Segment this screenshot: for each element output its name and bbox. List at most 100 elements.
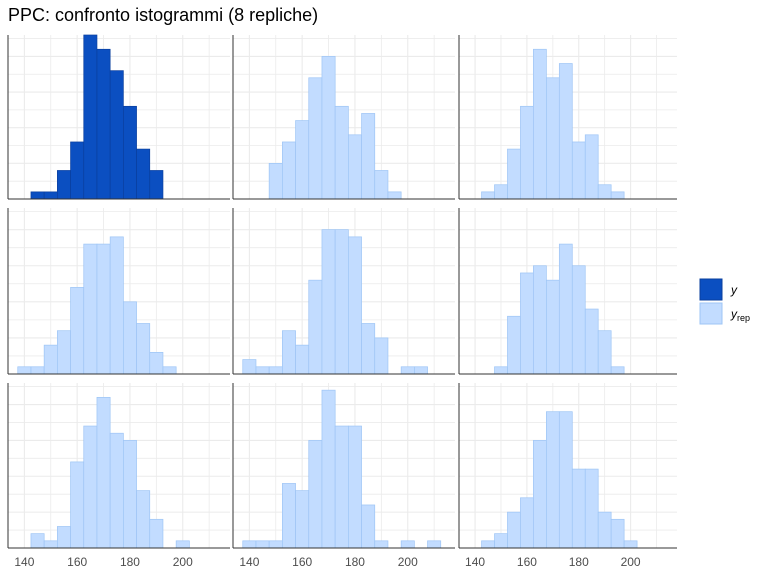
- histogram-bar: [558, 63, 573, 200]
- histogram-bar: [584, 134, 599, 200]
- histogram-bar: [17, 366, 32, 375]
- histogram-bar: [597, 330, 612, 375]
- panel-6: [458, 208, 677, 375]
- histogram-bar: [321, 56, 336, 200]
- histogram-bar: [30, 191, 45, 200]
- histogram-bar: [175, 540, 190, 549]
- histogram-bar: [546, 77, 560, 200]
- chart-title: PPC: confronto istogrammi (8 repliche): [8, 5, 319, 25]
- histogram-bar: [83, 243, 98, 375]
- histogram-bar: [571, 265, 586, 375]
- legend-label-yrep-sub: rep: [737, 313, 750, 323]
- legend-swatch-yrep: [699, 302, 723, 325]
- x-tick-label: 200: [398, 555, 418, 569]
- histogram-bar: [57, 330, 71, 375]
- histogram-bar: [481, 191, 495, 200]
- panel-4: [7, 208, 230, 375]
- histogram-bar: [348, 425, 362, 549]
- legend-label-yrep: yrep: [730, 307, 750, 323]
- x-tick-label: 200: [621, 555, 641, 569]
- legend-label-y: y: [730, 283, 738, 297]
- histogram-bar: [308, 279, 323, 375]
- histogram-bar: [96, 396, 111, 549]
- histogram-bar: [268, 540, 283, 549]
- x-tick-label: 180: [345, 555, 365, 569]
- histogram-bar: [374, 170, 389, 200]
- x-tick-label: 140: [465, 555, 485, 569]
- x-tick-label: 160: [292, 555, 312, 569]
- histogram-bar: [481, 540, 495, 549]
- x-tick-label: 160: [517, 555, 537, 569]
- histogram-bar: [334, 425, 349, 549]
- histogram-bar: [571, 468, 586, 549]
- panel-2: [232, 35, 455, 200]
- legend: y yrep: [699, 278, 750, 325]
- panels: 140 160 180 200 140 160 180 200 140 160 180 200: [7, 34, 677, 569]
- panel-1: [7, 34, 230, 200]
- histogram-bar: [507, 148, 521, 200]
- histogram-bar: [255, 540, 270, 549]
- histogram-bar: [295, 490, 310, 549]
- histogram-bar: [162, 366, 177, 375]
- histogram-bar: [149, 518, 164, 549]
- histogram-bar: [387, 191, 402, 200]
- histogram-bar: [109, 236, 124, 375]
- histogram-bar: [96, 48, 111, 200]
- histogram-bar: [282, 483, 296, 549]
- histogram-bar: [70, 287, 85, 375]
- histogram-bar: [571, 141, 586, 200]
- panel-5: [232, 208, 455, 375]
- panel-3: [458, 35, 677, 200]
- histogram-bar: [494, 184, 508, 200]
- panel-8: 140 160 180 200: [232, 383, 455, 569]
- histogram-bar: [361, 113, 376, 200]
- histogram-bar: [374, 540, 389, 549]
- histogram-bar: [361, 323, 376, 375]
- histogram-bar: [533, 440, 547, 549]
- histogram-bar: [520, 272, 534, 375]
- histogram-bar: [321, 389, 336, 549]
- histogram-bar: [623, 540, 638, 549]
- histogram-bar: [295, 120, 310, 200]
- histogram-bar: [494, 533, 508, 549]
- histogram-bar: [282, 141, 296, 200]
- histogram-bar: [268, 366, 283, 375]
- panel-7: 140 160 180 200: [7, 383, 230, 569]
- histogram-bar: [242, 359, 257, 375]
- histogram-bar: [558, 243, 573, 375]
- histogram-bar: [361, 504, 376, 549]
- panel-9: 140 160 180 200: [458, 383, 677, 569]
- histogram-bar: [334, 105, 349, 200]
- histogram-bar: [96, 243, 111, 375]
- histogram-bar: [558, 411, 573, 549]
- x-tick-label: 160: [67, 555, 87, 569]
- histogram-bar: [70, 141, 85, 200]
- histogram-bar: [334, 229, 349, 375]
- histogram-bar: [30, 366, 45, 375]
- histogram-bar: [136, 148, 151, 200]
- histogram-bar: [57, 526, 71, 549]
- histogram-bar: [610, 518, 625, 549]
- histogram-bar: [584, 468, 599, 549]
- histogram-bar: [282, 330, 296, 375]
- histogram-bar: [546, 279, 560, 375]
- histogram-bar: [149, 351, 164, 375]
- histogram-bar: [43, 540, 58, 549]
- histogram-bar: [321, 229, 336, 375]
- histogram-bar: [295, 344, 310, 375]
- histogram-bar: [610, 366, 625, 375]
- x-tick-label: 180: [569, 555, 589, 569]
- histogram-bar: [123, 301, 137, 375]
- histogram-bar: [413, 366, 428, 375]
- histogram-bar: [494, 366, 508, 375]
- histogram-bar: [546, 411, 560, 549]
- histogram-bar: [308, 440, 323, 549]
- histogram-bar: [123, 105, 137, 200]
- histogram-bar: [610, 191, 625, 200]
- histogram-bar: [109, 432, 124, 549]
- histogram-bar: [57, 170, 71, 200]
- histogram-bar: [507, 511, 521, 549]
- histogram-bar: [597, 184, 612, 200]
- histogram-bar: [43, 191, 58, 200]
